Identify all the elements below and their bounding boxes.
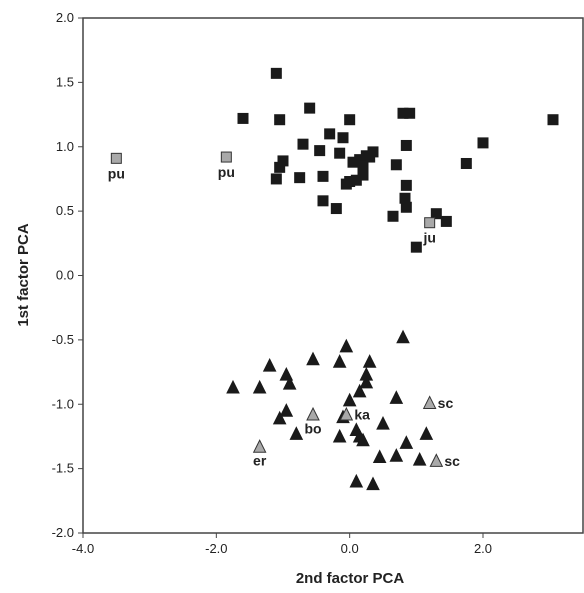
y-axis-ticks: 2.0 1.5 1.0 0.5 0.0 -0.5 -1.0 -1.5 -2.0 (52, 10, 83, 540)
point-labels: pu pu ju er bo ka sc sc (108, 164, 460, 469)
black-triangle-point (282, 376, 297, 390)
black-square-point (440, 215, 452, 227)
black-triangle-point (289, 426, 304, 440)
black-triangle-point (359, 367, 374, 381)
black-square-point (547, 114, 559, 126)
black-square-point (410, 241, 422, 253)
black-square-point (477, 137, 489, 149)
black-square-point (294, 172, 306, 184)
black-square-point (304, 102, 316, 114)
black-triangle-point (389, 390, 404, 404)
black-square-point (330, 203, 342, 215)
black-triangle-point (262, 358, 277, 372)
black-triangle-point (339, 338, 354, 353)
black-square-point (400, 139, 412, 151)
black-triangle-point (396, 329, 410, 344)
data-points (110, 67, 559, 491)
black-square-point (317, 170, 329, 182)
grey-triangle-point (339, 406, 354, 421)
black-triangle-point (359, 374, 374, 389)
point-label-ju: ju (422, 230, 435, 246)
black-square-point (399, 192, 411, 204)
black-square-point (344, 114, 356, 126)
black-triangle-point (366, 476, 380, 491)
black-square-point (400, 179, 412, 191)
black-triangle-point (399, 435, 414, 449)
point-label-bo: bo (304, 421, 321, 437)
black-triangle-point (342, 392, 357, 407)
black-square-point (314, 145, 326, 157)
grey-square-point (424, 217, 436, 229)
black-square-point (337, 132, 349, 144)
grey-square-point (220, 151, 232, 163)
black-square-point (357, 160, 369, 172)
black-triangle-point (306, 351, 320, 366)
point-label-ka: ka (354, 407, 370, 423)
black-triangle-point (419, 426, 434, 440)
black-triangle-point (362, 354, 377, 368)
black-square-point (324, 128, 336, 140)
black-triangle-point (332, 428, 347, 443)
y-tick-label: -1.0 (52, 396, 74, 411)
black-square-point (430, 208, 442, 220)
grey-triangle-point (306, 406, 320, 421)
point-label-er: er (253, 453, 267, 469)
y-tick-label: -0.5 (52, 332, 74, 347)
black-triangle-point (279, 403, 294, 417)
y-tick-label: -1.5 (52, 461, 74, 476)
y-tick-label: 0.5 (56, 203, 74, 218)
black-triangle-point (376, 415, 390, 430)
black-square-point (317, 195, 329, 207)
black-triangle-point (356, 432, 370, 447)
black-triangle-point (272, 410, 287, 425)
black-square-point (390, 159, 402, 171)
black-triangle-point (332, 354, 347, 368)
x-tick-label: 2.0 (474, 541, 492, 556)
x-tick-label: 0.0 (341, 541, 359, 556)
black-square-point (274, 114, 286, 126)
point-label-sc: sc (444, 453, 460, 469)
point-label-sc: sc (438, 395, 454, 411)
black-triangle-point (252, 379, 267, 394)
black-square-point (270, 67, 282, 79)
x-tick-label: -2.0 (205, 541, 227, 556)
black-square-point (340, 178, 352, 190)
black-square-point (404, 107, 416, 119)
black-triangle-point (349, 422, 364, 436)
black-square-point (460, 157, 472, 169)
black-square-point (277, 155, 289, 167)
y-tick-label: 2.0 (56, 10, 74, 25)
y-tick-label: -2.0 (52, 525, 74, 540)
point-label-pu: pu (108, 165, 125, 181)
black-square-point (297, 138, 309, 150)
black-square-point (270, 173, 282, 185)
grey-square-point (110, 152, 122, 164)
black-triangle-point (389, 448, 404, 462)
black-square-point (334, 147, 346, 159)
black-triangle-point (226, 379, 240, 394)
black-triangle-point (349, 473, 364, 488)
plot-frame (82, 17, 584, 534)
point-label-pu: pu (218, 164, 235, 180)
black-triangle-point (412, 451, 427, 466)
x-axis-ticks: -4.0 -2.0 0.0 2.0 (72, 533, 492, 556)
y-tick-label: 0.0 (56, 268, 74, 283)
black-square-point (237, 112, 249, 124)
black-square-point (387, 210, 399, 222)
x-tick-label: -4.0 (72, 541, 94, 556)
grey-triangle-point (429, 453, 444, 467)
y-tick-label: 1.5 (56, 74, 74, 89)
black-square-point (400, 201, 412, 213)
black-triangle-point (372, 449, 387, 464)
grey-triangle-point (422, 395, 437, 409)
black-square-point (364, 151, 376, 163)
black-triangle-point (352, 383, 367, 398)
y-tick-label: 1.0 (56, 139, 74, 154)
x-axis-title: 2nd factor PCA (296, 570, 405, 587)
y-axis-title: 1st factor PCA (15, 223, 32, 327)
grey-triangle-point (252, 439, 267, 453)
